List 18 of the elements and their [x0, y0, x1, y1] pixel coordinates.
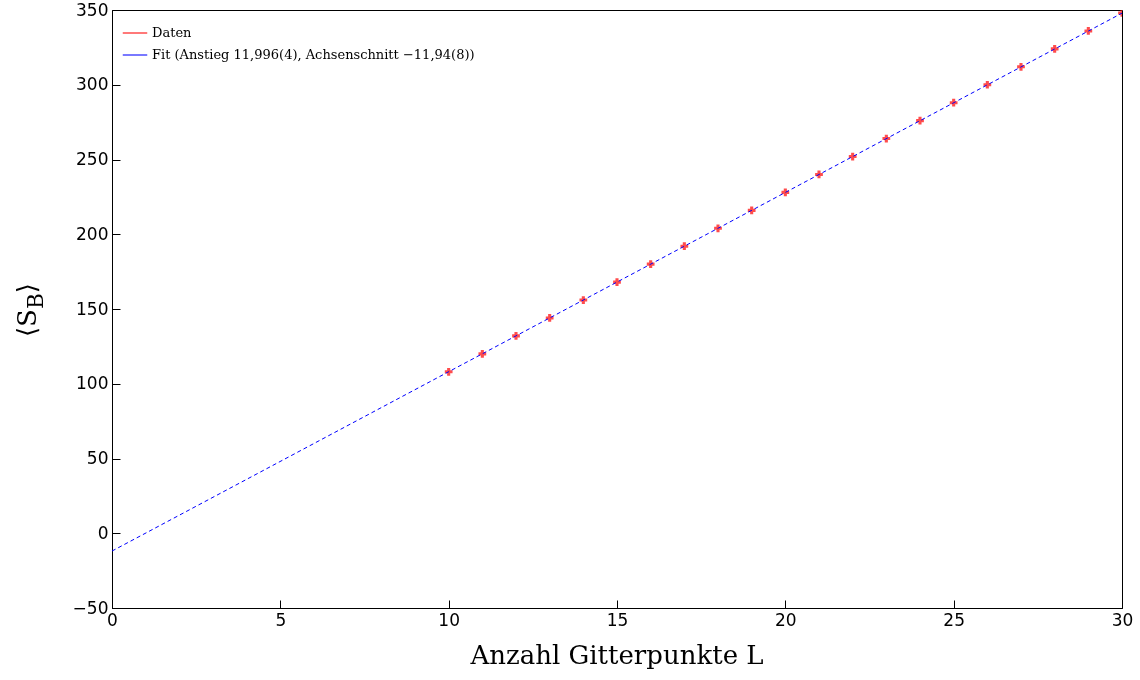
y-tick-label: 0 [97, 522, 109, 543]
x-axis-title: Anzahl Gitterpunkte L [470, 640, 764, 670]
y-tick-label: −50 [72, 597, 109, 618]
x-tick-label: 5 [275, 609, 287, 630]
y-tick-label: 150 [76, 298, 109, 319]
y-tick-label: 100 [76, 373, 109, 394]
x-tick-label: 25 [943, 609, 965, 630]
legend-label: Fit (Anstieg 11,996(4), Achsenschnitt −11,94(8)) [152, 47, 475, 62]
x-tick-label: 20 [775, 609, 797, 630]
x-tick-label: 30 [1111, 609, 1134, 630]
y-tick-label: 300 [76, 74, 109, 95]
y-tick-label: 50 [86, 448, 109, 468]
y-tick-label: 250 [76, 149, 109, 169]
x-tick-label: 10 [438, 609, 460, 630]
legend-label: Daten [152, 25, 193, 40]
y-tick-label: 200 [76, 223, 109, 244]
y-tick-label: 350 [76, 0, 109, 20]
x-tick-label: 15 [606, 609, 629, 630]
